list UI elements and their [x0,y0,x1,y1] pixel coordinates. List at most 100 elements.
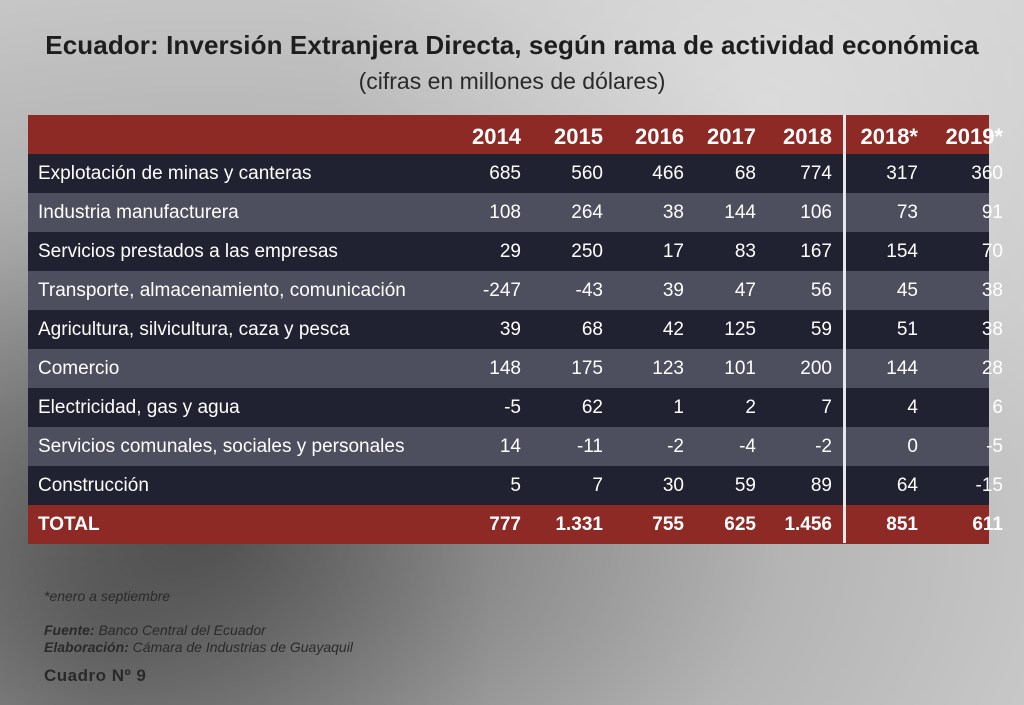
header-cell: 2018 [783,124,832,149]
table-row: Comercio 148 175 123 101 200 144 28 [28,349,1003,388]
page-subtitle: (cifras en millones de dólares) [358,68,666,94]
table-cell: 83 [734,241,756,262]
header-cell: 2015 [554,124,603,149]
table-cell: 38 [662,202,684,223]
table-cell: -5 [504,397,521,418]
header-cell: 2017 [707,124,756,149]
table-cell: 89 [810,475,832,496]
table-cell: 14 [499,436,521,457]
row-label: Industria manufacturera [38,202,239,223]
table-cell: 39 [499,319,521,340]
table-cell: 59 [810,319,832,340]
footnote: *enero a septiembre [44,588,171,604]
production-label: Elaboración: [44,639,129,655]
table-cell: 62 [581,397,603,418]
table-cell: 0 [907,436,918,457]
table-cell: 73 [896,202,918,223]
table-cell: 70 [981,241,1003,262]
table-cell: 1 [673,397,684,418]
table-cell: 200 [800,358,832,379]
row-label: Explotación de minas y canteras [38,163,312,184]
table-cell: 68 [581,319,603,340]
table-cell: 264 [571,202,603,223]
table-cell: 91 [981,202,1003,223]
table-cell: 360 [971,163,1003,184]
table-cell: 56 [810,280,832,301]
table-cell: -4 [739,436,756,457]
header-cell: 2018* [860,124,918,149]
table-cell: 64 [896,475,918,496]
table-row: Agricultura, silvicultura, caza y pesca 3… [28,310,1003,349]
table-cell: -247 [482,280,521,301]
table-cell: -5 [986,436,1003,457]
table-cell: 1.331 [555,514,603,535]
table-cell: 38 [981,319,1003,340]
table-cell: 851 [886,514,918,535]
table-row: Servicios comunales, sociales y personal… [28,427,1003,466]
table-cell: 611 [972,514,1003,535]
table-cell: 17 [662,241,684,262]
table-cell: 39 [662,280,684,301]
table-cell: 2 [745,397,756,418]
column-divider [843,115,846,543]
table-cell: 250 [571,241,603,262]
table-cell: 317 [886,163,918,184]
table-row: Transporte, almacenamiento, comunicación… [28,271,1003,310]
table-cell: 5 [510,475,521,496]
table-cell: 144 [886,358,918,379]
table-cell: -2 [667,436,684,457]
row-label: TOTAL [38,514,100,535]
table-cell: 1.456 [784,514,832,535]
table-cell: 51 [896,319,918,340]
table-cell: 685 [489,163,521,184]
table-cell: 175 [571,358,603,379]
table-cell: 101 [724,358,756,379]
row-label: Construcción [38,475,149,496]
table-cell: 755 [652,514,684,535]
table-cell: 466 [652,163,684,184]
table-cell: 38 [981,280,1003,301]
table-cell: 560 [571,163,603,184]
table-cell: 30 [662,475,684,496]
table-header-row: 2014 2015 2016 2017 2018 2018* 2019* [28,115,1003,154]
table-body: Explotación de minas y canteras 685 560 466… [28,154,1003,505]
table-cell: 167 [800,241,832,262]
table-cell: -2 [815,436,832,457]
table-cell: 106 [800,202,832,223]
table-row: Construcción 5 7 30 59 89 64 -15 [28,466,1003,505]
table-cell: 625 [724,514,756,535]
table-cell: 29 [499,241,521,262]
row-label: Agricultura, silvicultura, caza y pesca [38,319,350,340]
header-cell: 2016 [635,124,684,149]
table-row: Servicios prestados a las empresas 29 250 1… [28,232,1003,271]
table-cell: -15 [975,475,1003,496]
table-cell: 108 [489,202,521,223]
production-text: Cámara de Industrias de Guayaquil [128,639,353,655]
table-cell: 774 [800,163,832,184]
table-cell: 125 [724,319,756,340]
header-cell: 2014 [472,124,521,149]
table-row: Industria manufacturera 108 264 38 144 106 73 9… [28,193,1003,232]
row-label: Servicios prestados a las empresas [38,241,338,262]
table-cell: 59 [734,475,756,496]
row-label: Servicios comunales, sociales y personal… [38,436,405,457]
row-label: Comercio [38,358,120,379]
table-cell: -43 [575,280,603,301]
table-cell: 777 [489,514,521,535]
table-cell: 42 [662,319,684,340]
table-cell: 4 [907,397,918,418]
table-cell: 148 [489,358,521,379]
row-label: Electricidad, gas y agua [38,397,240,418]
production-line: Elaboración: Cámara de Industrias de Gua… [44,639,353,655]
table-row: Electricidad, gas y agua -5 62 1 2 7 4 6 [28,388,1003,427]
table-cell: 123 [652,358,684,379]
table-cell: 6 [992,397,1003,418]
table-cell: 7 [592,475,603,496]
table-cell: 28 [981,358,1003,379]
table-row: Explotación de minas y canteras 685 560 466… [28,154,1003,193]
table-cell: 47 [734,280,756,301]
source-line: Fuente: Banco Central del Ecuador [44,622,266,638]
table-total-row: TOTAL 777 1.331 755 625 1.456 851 611 [28,505,1003,544]
table-cell: -11 [576,436,603,457]
table-cell: 45 [896,280,918,301]
